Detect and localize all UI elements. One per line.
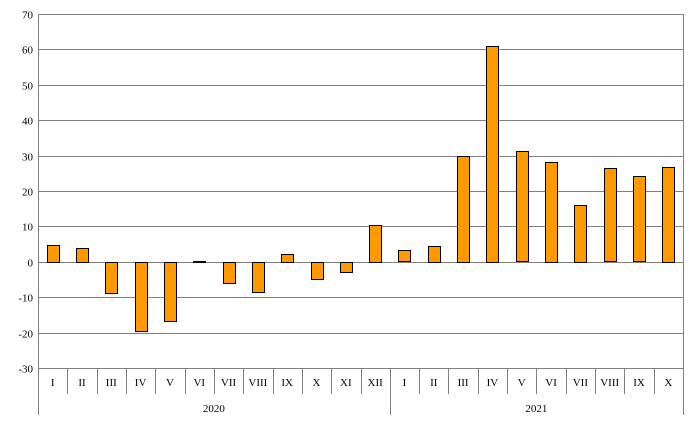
bar: [457, 156, 470, 263]
bar: [428, 246, 441, 263]
y-tick-label: 50: [22, 81, 34, 93]
x-tick-label: VIII: [600, 377, 619, 389]
x-tick-label: VI: [193, 377, 205, 389]
y-tick-label: 20: [22, 187, 34, 199]
bar: [76, 248, 89, 263]
bar: [369, 225, 382, 263]
y-tick-label: 10: [22, 222, 34, 234]
bar: [281, 254, 294, 263]
bar: [193, 261, 206, 263]
x-tick-label: XII: [368, 377, 384, 389]
bar: [135, 262, 148, 332]
y-tick-label: 30: [22, 152, 34, 164]
y-tick-label: -10: [18, 293, 33, 305]
y-tick-label: -20: [18, 329, 33, 341]
x-group-label: 2020: [203, 403, 226, 415]
bar: [662, 167, 675, 263]
x-tick-label: II: [78, 377, 86, 389]
x-tick-label: IX: [633, 377, 645, 389]
y-tick-label: 60: [22, 45, 34, 57]
bar: [105, 262, 118, 294]
x-tick-label: XI: [340, 377, 352, 389]
x-tick-label: IV: [135, 377, 147, 389]
x-tick-label: IX: [281, 377, 293, 389]
y-tick-label: 70: [22, 10, 34, 22]
bar: [633, 176, 646, 262]
x-tick-label: X: [313, 377, 321, 389]
x-tick-label: VIII: [248, 377, 267, 389]
bars: [47, 46, 675, 332]
x-tick-label: III: [106, 377, 117, 389]
x-tick-label: VII: [573, 377, 589, 389]
y-tick-label: -30: [18, 364, 33, 376]
y-tick-label: 0: [28, 258, 34, 270]
axes: [38, 14, 684, 415]
x-group-label: 2021: [525, 403, 547, 415]
x-tick-label: III: [458, 377, 469, 389]
x-tick-label: VI: [545, 377, 557, 389]
x-tick-label: I: [403, 377, 407, 389]
bar: [516, 151, 529, 262]
x-tick-label: II: [430, 377, 438, 389]
bar: [252, 262, 265, 293]
gridlines: [38, 14, 683, 369]
bar: [311, 262, 324, 280]
x-tick-label: VII: [221, 377, 237, 389]
x-tick-label: V: [518, 377, 526, 389]
bar: [574, 205, 587, 263]
y-tick-label: 40: [22, 116, 34, 128]
bar: [340, 262, 353, 273]
bar: [398, 250, 411, 262]
bar: [545, 162, 558, 263]
bar: [164, 262, 177, 322]
x-tick-label: IV: [487, 377, 499, 389]
bar: [486, 46, 499, 263]
bar: [47, 245, 60, 263]
bar: [604, 168, 617, 262]
x-tick-label: X: [664, 377, 672, 389]
bar: [223, 262, 236, 284]
x-tick-label: I: [51, 377, 55, 389]
x-tick-label: V: [166, 377, 174, 389]
